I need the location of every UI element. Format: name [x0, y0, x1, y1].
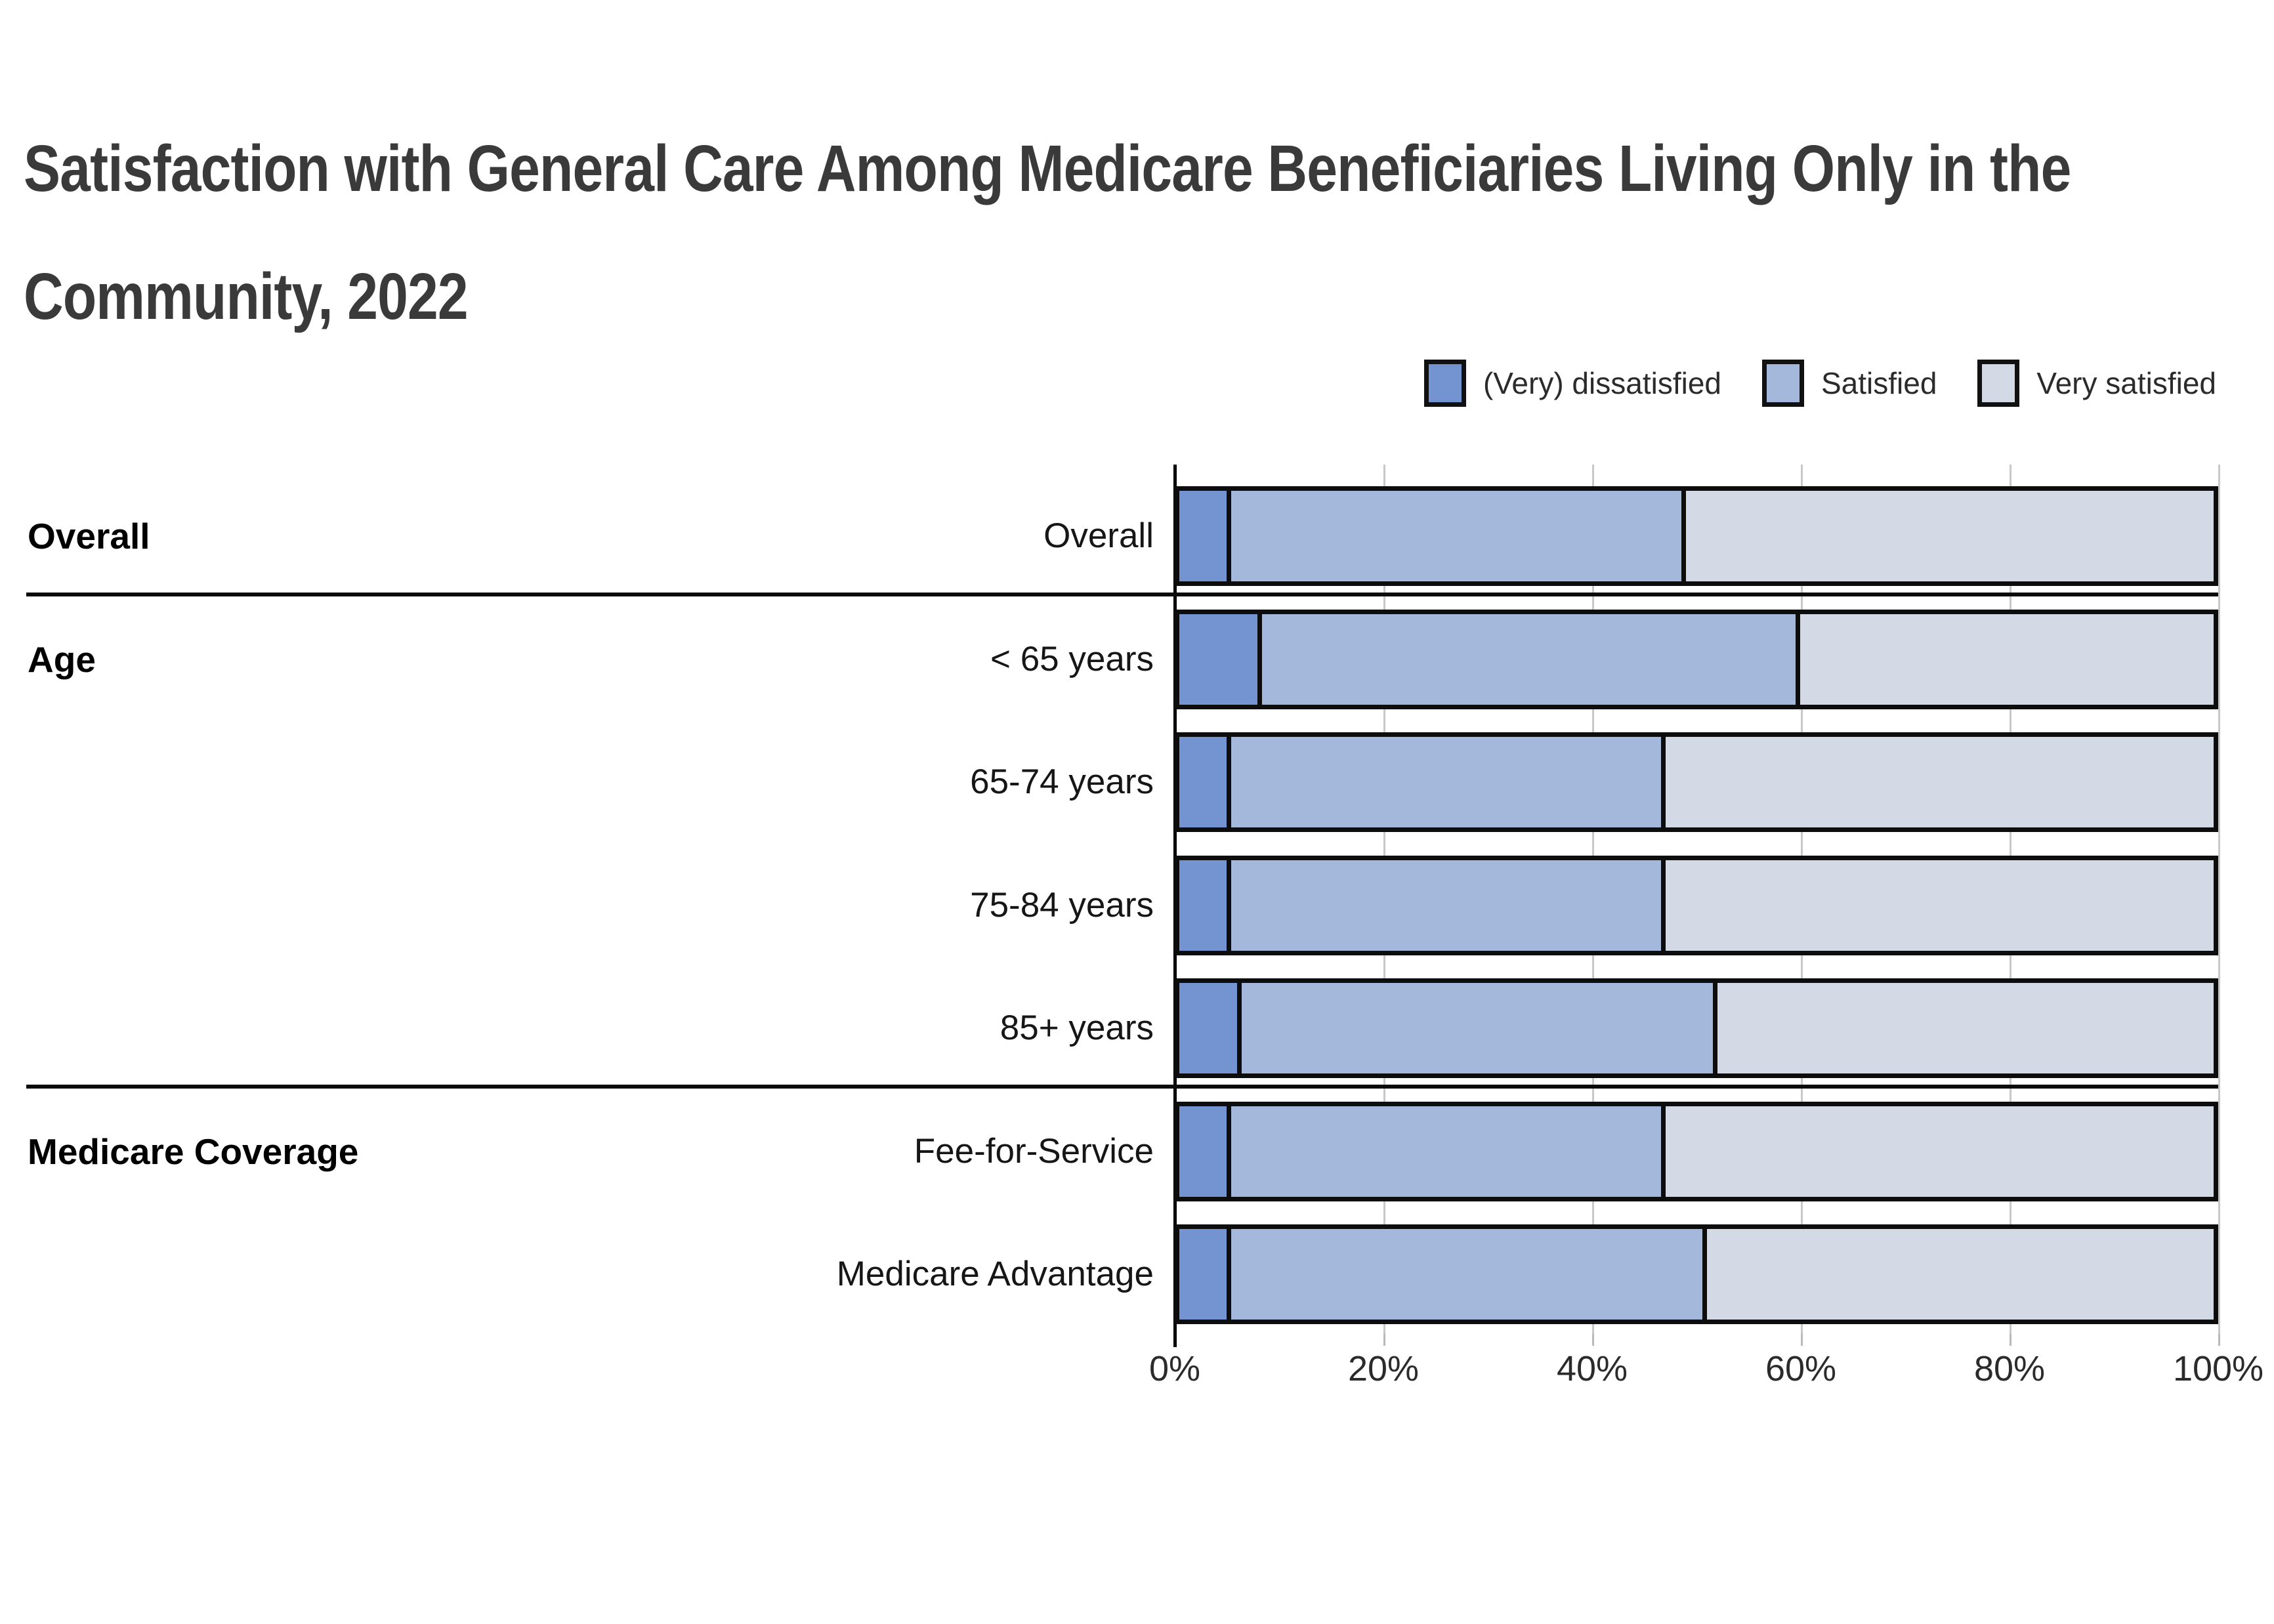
x-axis-label-40: 40% — [1556, 1349, 1628, 1388]
legend-item-very-dissatisfied: (Very) dissatisfied — [1423, 360, 1721, 407]
section-separator — [26, 592, 2218, 596]
row-label-85-years: 85+ years — [1000, 1009, 1154, 1047]
bar-75-84-years — [1175, 855, 2218, 955]
axis-tick-80 — [2010, 1334, 2011, 1346]
bar-65-74-years-segment-very-dissatisfied — [1179, 737, 1231, 827]
row-label-65-years: < 65 years — [990, 639, 1154, 678]
bar-fee-for-service-segment-very-dissatisfied — [1179, 1106, 1231, 1197]
axis-tick-60 — [1801, 1334, 1803, 1346]
bar-85-years-segment-very-satisfied — [1717, 983, 2214, 1073]
legend-label-satisfied: Satisfied — [1821, 366, 1937, 400]
group-label-medicare-coverage: Medicare Coverage — [28, 1131, 359, 1172]
bar-75-84-years-segment-very-dissatisfied — [1179, 860, 1231, 951]
bar-85-years — [1175, 978, 2218, 1078]
chart-title-line1: Satisfaction with General Care Among Med… — [24, 132, 2071, 205]
gridline-100 — [2218, 465, 2220, 1334]
group-label-overall: Overall — [28, 516, 150, 556]
group-label-age: Age — [28, 638, 96, 680]
chart-title: Satisfaction with General Care Among Med… — [24, 105, 2071, 361]
bar-overall-segment-very-satisfied — [1686, 491, 2214, 581]
x-axis-label-80: 80% — [1973, 1349, 2046, 1388]
legend-label-very-satisfied: Very satisfied — [2036, 366, 2216, 400]
axis-tick-40 — [1592, 1334, 1594, 1346]
plot-area — [1173, 465, 2220, 1347]
section-separator — [26, 1084, 2218, 1089]
legend-item-very-satisfied: Very satisfied — [1977, 360, 2216, 407]
bar-65-74-years-segment-very-satisfied — [1665, 737, 2214, 827]
bar-65-years — [1175, 609, 2218, 709]
bar-85-years-segment-satisfied — [1241, 983, 1717, 1073]
bar-overall-segment-satisfied — [1231, 491, 1687, 581]
bar-fee-for-service-segment-satisfied — [1231, 1106, 1666, 1197]
legend-label-very-dissatisfied: (Very) dissatisfied — [1483, 366, 1721, 400]
x-axis-label-0: 0% — [1148, 1349, 1201, 1388]
row-label-overall: Overall — [1043, 516, 1154, 555]
axis-tick-100 — [2218, 1334, 2220, 1346]
axis-tick-20 — [1383, 1334, 1385, 1346]
legend-swatch-very-satisfied — [1977, 360, 2020, 407]
chart-title-line2: Community, 2022 — [24, 260, 469, 333]
bar-overall-segment-very-dissatisfied — [1179, 491, 1231, 581]
x-axis-label-20: 20% — [1347, 1349, 1420, 1388]
bar-medicare-advantage — [1175, 1224, 2218, 1324]
x-axis-label-100: 100% — [2172, 1349, 2264, 1388]
bar-65-74-years — [1175, 732, 2218, 832]
row-label-medicare-advantage: Medicare Advantage — [836, 1255, 1154, 1293]
bar-65-years-segment-very-satisfied — [1800, 614, 2214, 705]
bar-75-84-years-segment-satisfied — [1231, 860, 1666, 951]
legend: (Very) dissatisfied Satisfied Very satis… — [1423, 360, 2216, 407]
legend-item-satisfied: Satisfied — [1761, 360, 1937, 407]
row-label-fee-for-service: Fee-for-Service — [914, 1131, 1154, 1171]
bar-65-years-segment-very-dissatisfied — [1179, 614, 1263, 705]
bar-medicare-advantage-segment-very-satisfied — [1706, 1229, 2214, 1320]
row-label-65-74-years: 65-74 years — [970, 762, 1154, 801]
bar-fee-for-service-segment-very-satisfied — [1665, 1106, 2214, 1197]
legend-swatch-very-dissatisfied — [1423, 360, 1466, 407]
bar-65-years-segment-satisfied — [1262, 614, 1800, 705]
bar-medicare-advantage-segment-satisfied — [1231, 1229, 1707, 1320]
x-axis-label-60: 60% — [1765, 1349, 1837, 1388]
legend-swatch-satisfied — [1761, 360, 1804, 407]
bar-medicare-advantage-segment-very-dissatisfied — [1179, 1229, 1231, 1320]
bar-85-years-segment-very-dissatisfied — [1179, 983, 1242, 1073]
row-label-75-84-years: 75-84 years — [970, 885, 1154, 925]
bar-overall — [1175, 486, 2218, 586]
bar-75-84-years-segment-very-satisfied — [1665, 860, 2214, 951]
bar-65-74-years-segment-satisfied — [1231, 737, 1666, 827]
bar-fee-for-service — [1175, 1101, 2218, 1201]
